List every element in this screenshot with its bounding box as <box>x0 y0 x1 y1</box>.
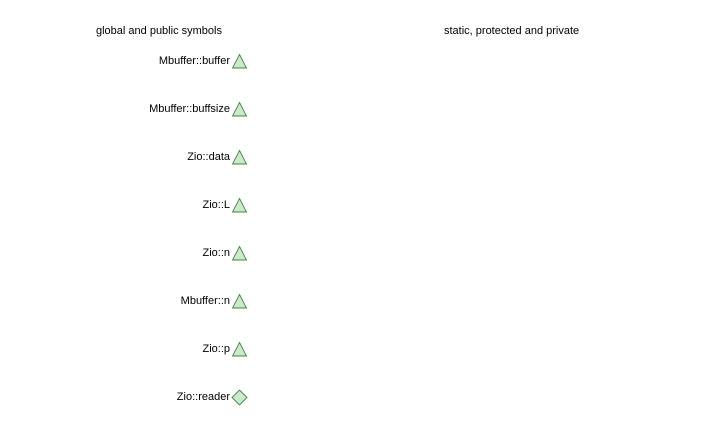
symbol-label: Mbuffer::n <box>180 295 230 307</box>
triangle-icon <box>231 293 248 310</box>
symbol-row: Zio::p <box>0 340 250 360</box>
symbol-label: Mbuffer::buffer <box>158 55 230 67</box>
symbol-label: Zio::p <box>202 343 230 355</box>
symbol-row: Zio::data <box>0 148 250 168</box>
triangle-icon <box>231 101 248 118</box>
symbol-row: Zio::L <box>0 196 250 216</box>
symbol-row: Zio::reader <box>0 388 250 408</box>
triangle-icon <box>231 341 248 358</box>
static-protected-private-header: static, protected and private <box>444 25 580 37</box>
symbol-row: Mbuffer::buffsize <box>0 100 250 120</box>
symbol-row: Mbuffer::n <box>0 292 250 312</box>
global-public-header: global and public symbols <box>96 25 222 37</box>
symbol-row: Mbuffer::buffer <box>0 52 250 72</box>
triangle-icon <box>231 53 248 70</box>
diamond-icon <box>231 389 248 406</box>
symbol-row: Zio::n <box>0 244 250 264</box>
symbol-label: Zio::reader <box>176 391 230 403</box>
symbol-label: Zio::data <box>187 151 230 163</box>
symbol-label: Mbuffer::buffsize <box>149 103 230 115</box>
triangle-icon <box>231 245 248 262</box>
symbol-label: Zio::n <box>202 247 230 259</box>
triangle-icon <box>231 149 248 166</box>
symbol-label: Zio::L <box>202 199 230 211</box>
triangle-icon <box>231 197 248 214</box>
